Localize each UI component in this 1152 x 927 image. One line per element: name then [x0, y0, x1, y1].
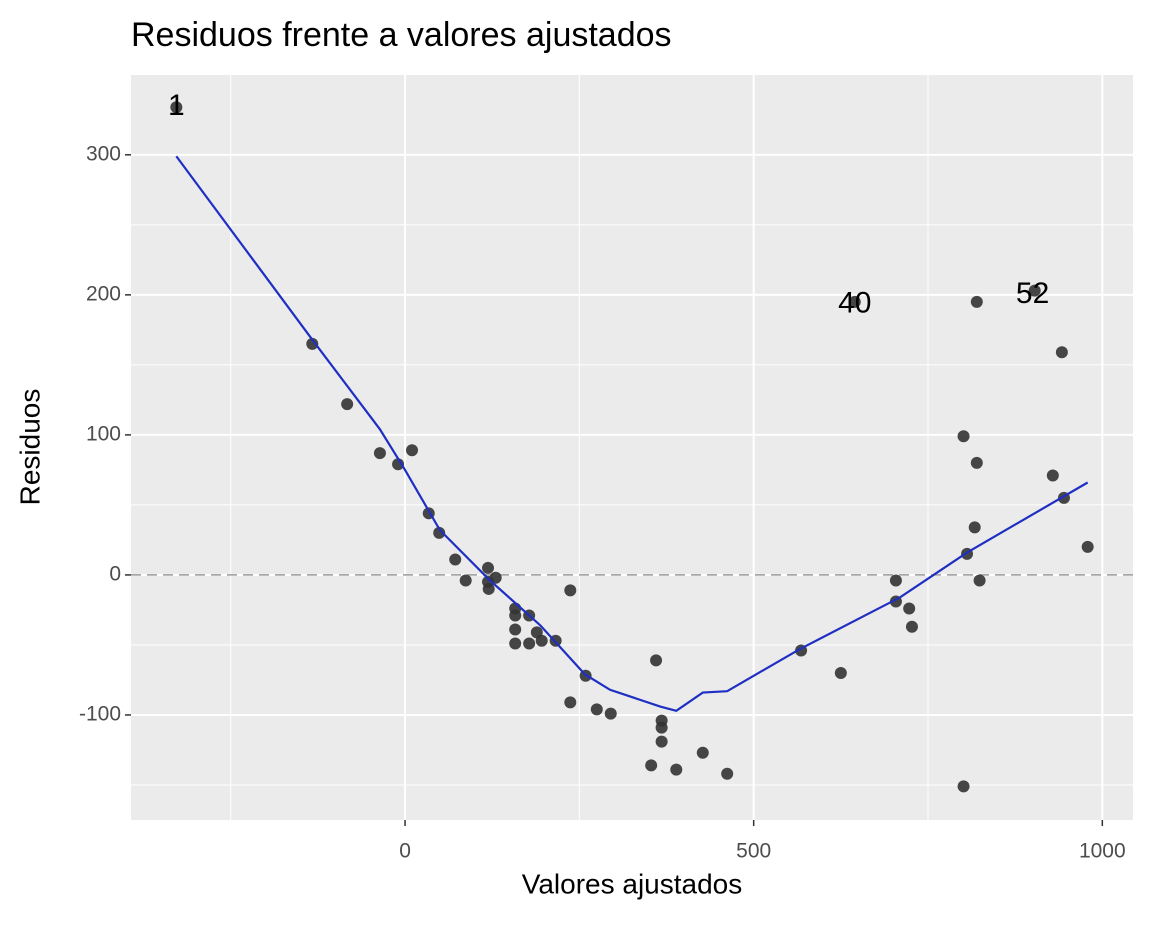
point — [373, 447, 386, 460]
point — [905, 620, 918, 633]
point — [889, 574, 902, 587]
point — [1081, 540, 1094, 553]
point-label: 52 — [1016, 277, 1049, 310]
point — [1028, 284, 1041, 297]
point — [523, 637, 536, 650]
point — [604, 707, 617, 720]
x-axis-title: Valores ajustados — [522, 868, 743, 899]
point — [509, 637, 522, 650]
point — [459, 574, 472, 587]
point-label: 40 — [838, 287, 871, 320]
point — [968, 521, 981, 534]
point — [392, 458, 405, 471]
point — [834, 666, 847, 679]
point — [957, 780, 970, 793]
point-label: 1 — [168, 89, 185, 122]
point — [509, 609, 522, 622]
point — [655, 721, 668, 734]
smooth-line — [175, 155, 1089, 712]
plot-panel — [131, 75, 1133, 820]
point — [482, 582, 495, 595]
point — [970, 295, 983, 308]
point — [670, 763, 683, 776]
point — [650, 654, 663, 667]
point — [590, 703, 603, 716]
point — [489, 571, 502, 584]
point — [1046, 469, 1059, 482]
point — [564, 584, 577, 597]
point — [564, 696, 577, 709]
point — [970, 456, 983, 469]
point — [535, 634, 548, 647]
point — [482, 561, 495, 574]
point — [341, 398, 354, 411]
point — [449, 553, 462, 566]
point — [903, 602, 916, 615]
point — [696, 746, 709, 759]
y-tick-label: 0 — [109, 562, 121, 585]
y-tick-label: -100 — [79, 703, 121, 726]
y-tick-label: 100 — [86, 422, 121, 445]
point — [957, 430, 970, 443]
y-axis-title: Residuos — [14, 389, 45, 506]
point — [406, 444, 419, 457]
x-tick-label: 0 — [399, 840, 411, 863]
x-tick-label: 1000 — [1079, 840, 1126, 863]
x-tick-label: 500 — [736, 840, 771, 863]
point — [1055, 346, 1068, 359]
point — [645, 759, 658, 772]
point — [655, 735, 668, 748]
point — [170, 101, 183, 114]
y-tick-label: 200 — [86, 282, 121, 305]
point — [973, 574, 986, 587]
point — [509, 623, 522, 636]
point — [848, 295, 861, 308]
chart-title: Residuos frente a valores ajustados — [131, 16, 672, 54]
point — [721, 767, 734, 780]
point — [306, 337, 319, 350]
point — [433, 526, 446, 539]
y-tick-label: 300 — [86, 142, 121, 165]
